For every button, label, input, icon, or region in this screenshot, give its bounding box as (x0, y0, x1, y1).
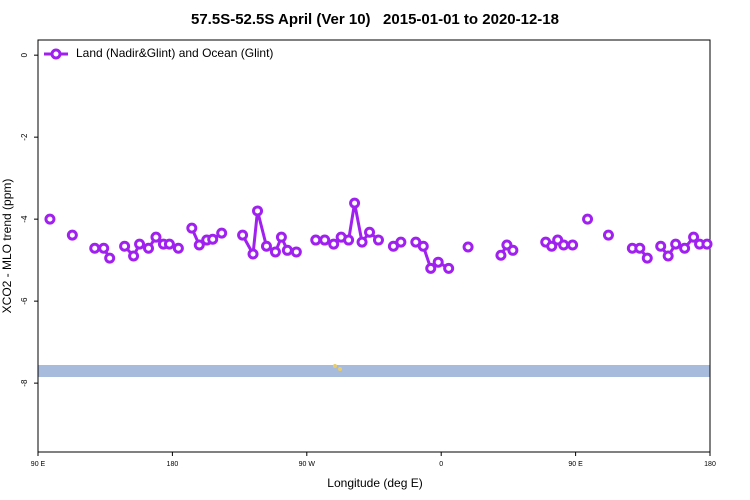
marker (134, 238, 146, 250)
marker (655, 240, 667, 252)
marker (582, 213, 594, 225)
chart-title: 57.5S-52.5S April (Ver 10) 2015-01-01 to… (191, 11, 559, 28)
marker (602, 229, 614, 241)
x-tick-label: 0 (439, 461, 443, 468)
marker (281, 244, 293, 256)
x-axis-label: Longitude (deg E) (327, 476, 422, 490)
marker (662, 250, 674, 262)
marker (356, 236, 368, 248)
marker (641, 252, 653, 264)
marker (275, 231, 287, 243)
marker (44, 213, 56, 225)
marker (567, 239, 579, 251)
x-tick-label: 90 E (31, 461, 46, 468)
marker (172, 242, 184, 254)
marker (269, 246, 281, 258)
marker (507, 244, 519, 256)
marker (670, 238, 682, 250)
x-tick-label: 180 (167, 461, 179, 468)
marker (98, 242, 110, 254)
legend-label: Land (Nadir&Glint) and Ocean (Glint) (76, 46, 273, 60)
marker (364, 226, 376, 238)
y-tick-label: -8 (20, 379, 29, 387)
x-tick-label: 90 E (568, 461, 583, 468)
marker (237, 229, 249, 241)
marker (328, 238, 340, 250)
marker (260, 240, 272, 252)
marker (558, 239, 570, 251)
y-tick-label: 0 (20, 52, 29, 57)
y-tick-label: -2 (20, 133, 29, 141)
marker (247, 248, 259, 260)
marker (66, 229, 78, 241)
land-strip (38, 365, 710, 377)
marker (679, 242, 691, 254)
land-dot (333, 364, 337, 368)
marker (395, 236, 407, 248)
y-tick-label: -6 (20, 297, 29, 305)
marker (349, 197, 361, 209)
marker (372, 234, 384, 246)
marker (128, 250, 140, 262)
marker (89, 242, 101, 254)
legend-marker (50, 48, 62, 60)
marker (462, 241, 474, 253)
marker (207, 233, 219, 245)
marker (310, 234, 322, 246)
y-axis-label: XCO2 - MLO trend (ppm) (0, 179, 14, 314)
marker (319, 234, 331, 246)
marker (186, 222, 198, 234)
marker (634, 242, 646, 254)
y-tick-label: -4 (20, 215, 29, 223)
marker (343, 234, 355, 246)
marker (443, 262, 455, 274)
marker (216, 227, 228, 239)
marker (290, 246, 302, 258)
x-tick-label: 90 W (299, 461, 316, 468)
marker (143, 242, 155, 254)
marker (417, 240, 429, 252)
marker (425, 262, 437, 274)
marker (546, 240, 558, 252)
marker (432, 256, 444, 268)
marker (150, 231, 162, 243)
marker (688, 231, 700, 243)
x-tick-label: 180 (704, 461, 716, 468)
marker (252, 205, 264, 217)
marker (163, 238, 175, 250)
marker (119, 240, 131, 252)
marker (701, 238, 713, 250)
marker (104, 252, 116, 264)
marker (193, 239, 205, 251)
marker (495, 249, 507, 261)
land-dot (338, 367, 342, 371)
